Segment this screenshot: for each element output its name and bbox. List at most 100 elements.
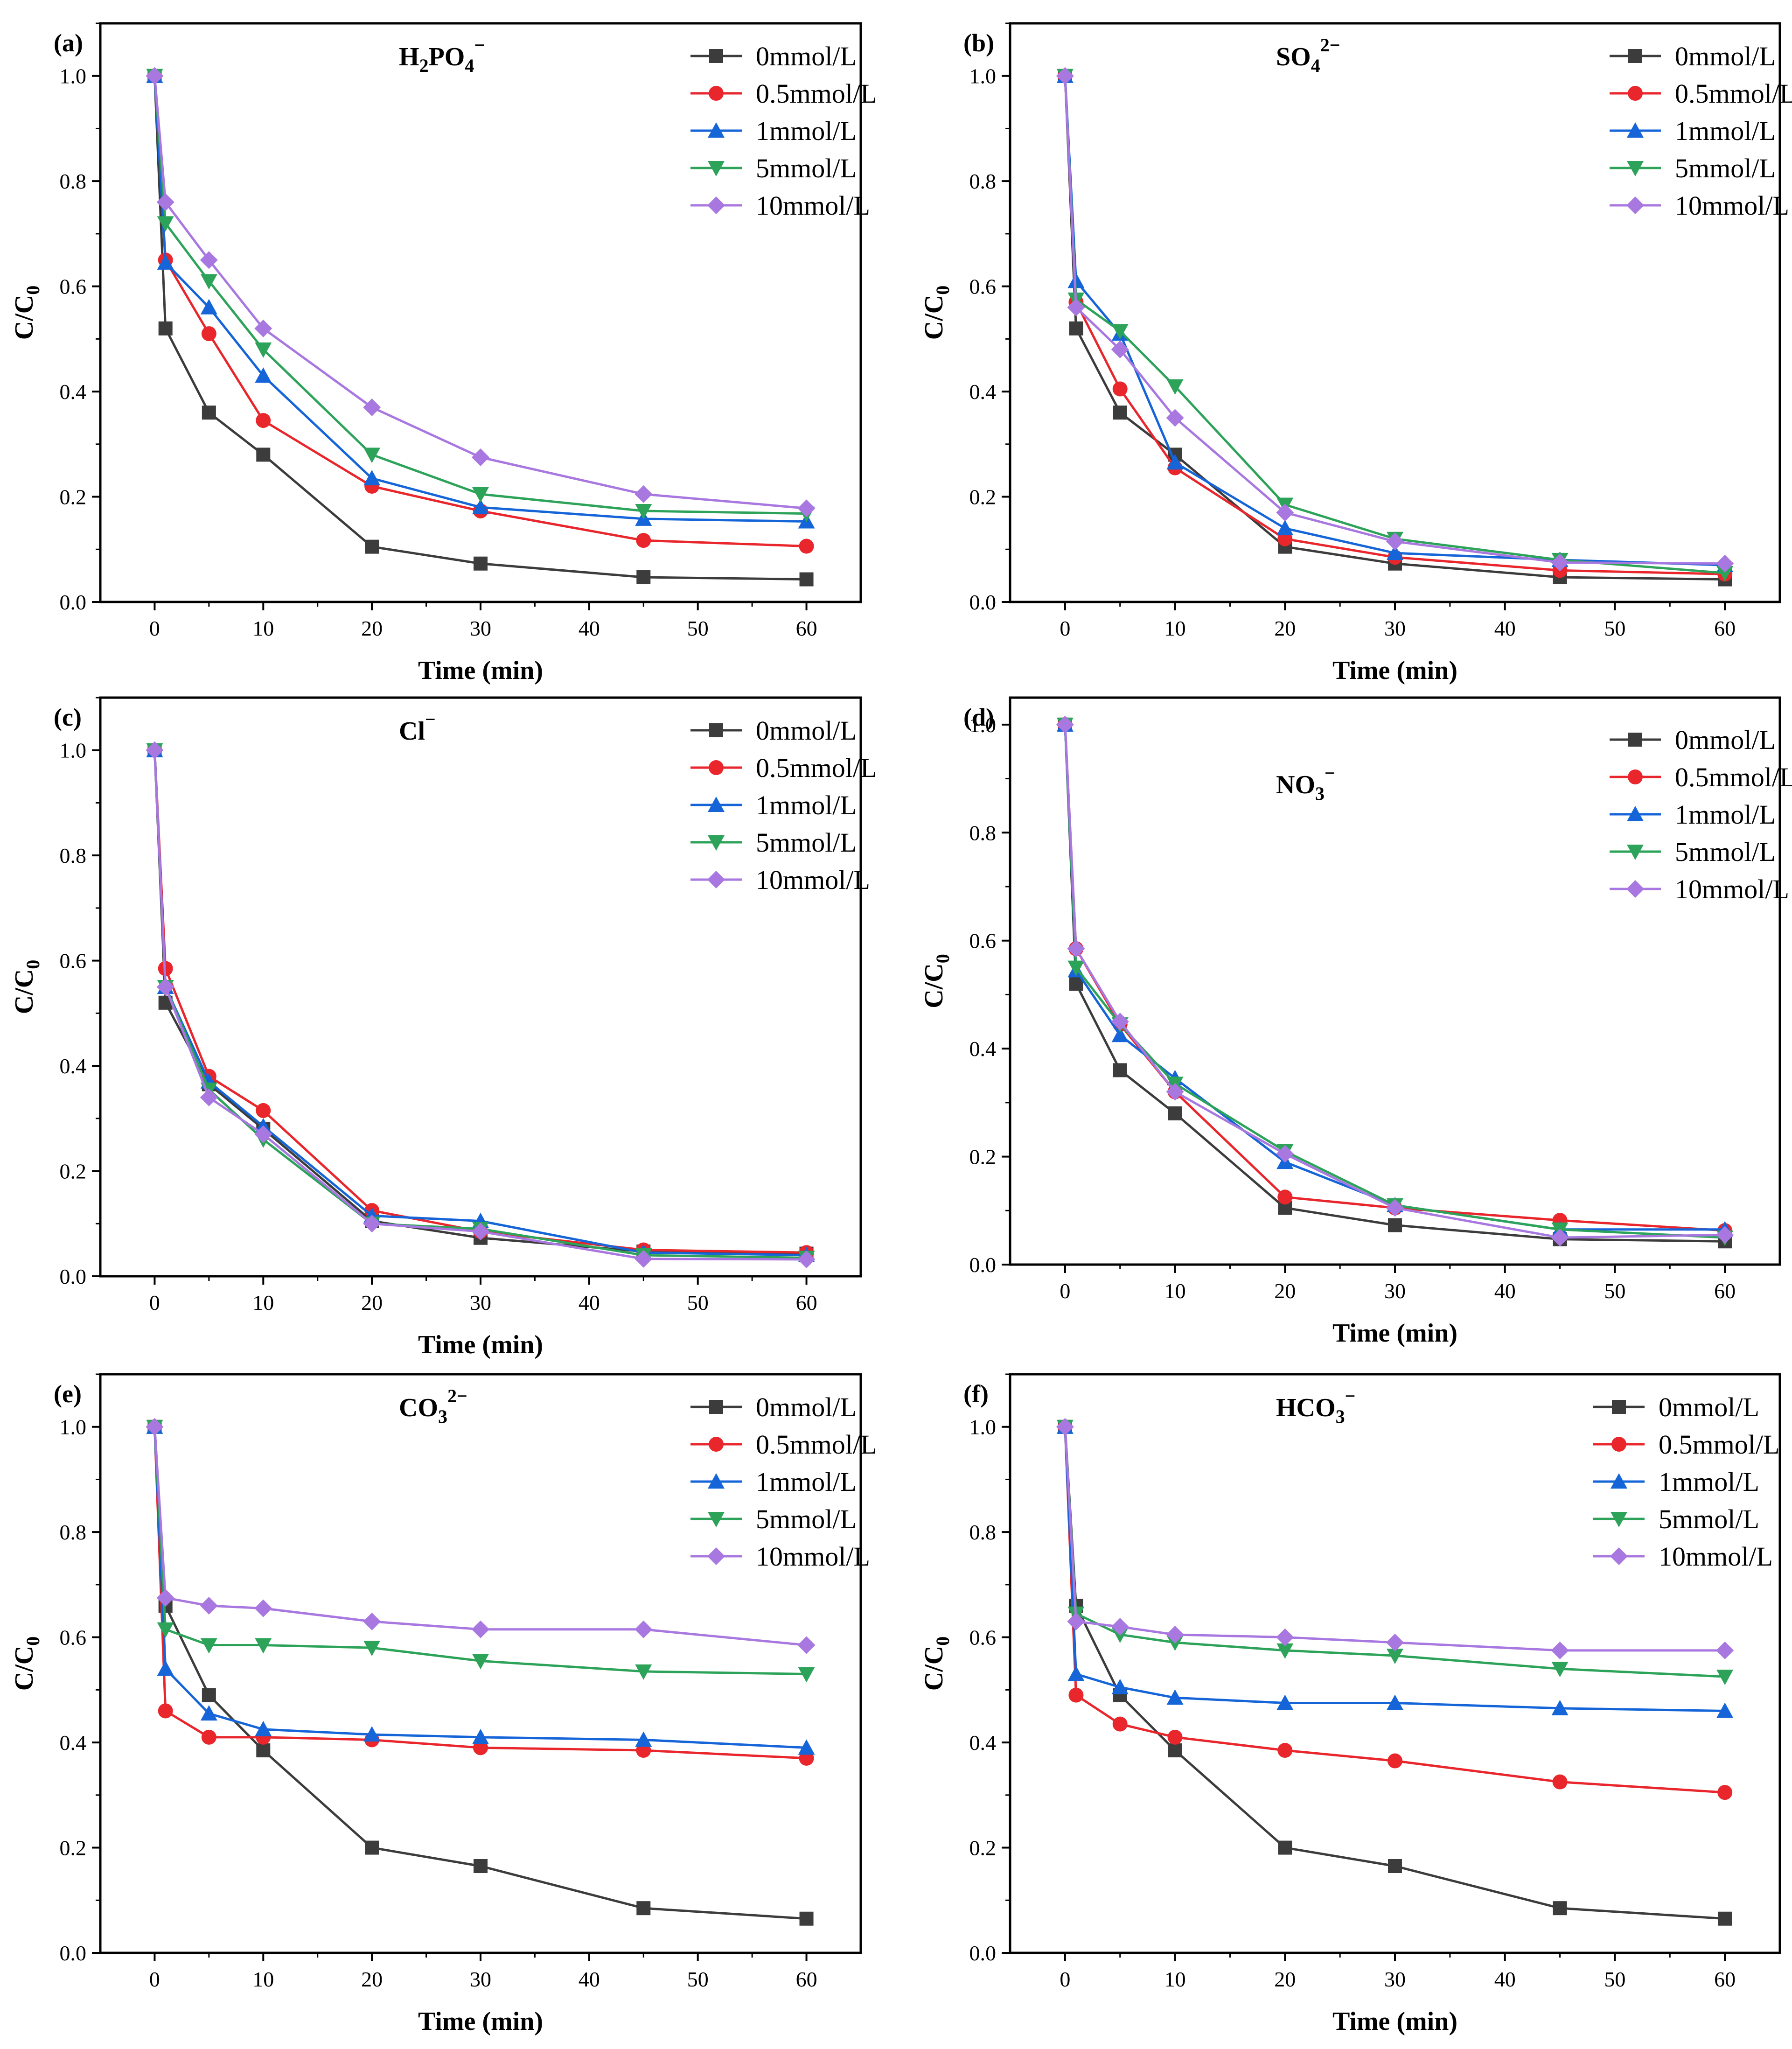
data-point (635, 1620, 653, 1638)
series-line-5mmol-L (153, 76, 807, 515)
y-tick-label: 0.0 (969, 1253, 997, 1277)
x-tick-label: 60 (796, 1291, 817, 1315)
series-line-0-5mmol-L (1064, 1427, 1725, 1794)
legend-marker (708, 122, 725, 138)
data-point (635, 504, 652, 519)
data-point (1552, 1774, 1568, 1790)
y-tick-label: 0.6 (969, 275, 997, 299)
y-tick-label: 1.0 (60, 1415, 87, 1439)
legend-label: 1mmol/L (756, 116, 857, 146)
data-point (1551, 1699, 1569, 1715)
legend-marker (1626, 880, 1644, 898)
legend-marker (707, 871, 725, 888)
data-point (1166, 1083, 1184, 1101)
data-point (157, 1622, 174, 1638)
series-line-10mmol-L (153, 750, 807, 1261)
data-point (146, 67, 164, 85)
legend-marker (709, 49, 723, 63)
legend-marker (1627, 122, 1644, 138)
x-tick-label: 30 (1384, 1279, 1406, 1303)
x-axis-label: Time (min) (1332, 1319, 1457, 1348)
legend-marker (709, 723, 723, 737)
legend-label: 0mmol/L (1659, 1392, 1759, 1422)
data-point (1276, 1145, 1294, 1163)
x-tick-label: 0 (1060, 1279, 1070, 1303)
x-tick-label: 50 (687, 1291, 709, 1315)
y-tick-label: 0.4 (969, 1731, 997, 1755)
data-point (1716, 1641, 1734, 1659)
data-point (1056, 715, 1074, 734)
y-tick-label: 0.2 (969, 485, 997, 509)
legend-marker (708, 1473, 725, 1489)
data-point (254, 319, 272, 337)
data-point (201, 326, 216, 342)
data-point (365, 539, 379, 554)
series-line-0mmol-L (1064, 76, 1725, 581)
data-point (1111, 340, 1129, 358)
data-point (799, 572, 814, 587)
data-point (1387, 1694, 1403, 1710)
data-point (1067, 1612, 1085, 1630)
series-line-5mmol-L (1064, 724, 1725, 1239)
legend-label: 0.5mmol/L (756, 1429, 877, 1460)
data-point (1276, 1694, 1294, 1710)
legend-label: 0.5mmol/L (1675, 762, 1792, 792)
y-tick-label: 0.4 (60, 1054, 87, 1078)
x-tick-label: 10 (1164, 1967, 1186, 1991)
x-tick-label: 50 (687, 616, 709, 640)
legend-label: 5mmol/L (756, 1504, 857, 1534)
legend-label: 0mmol/L (756, 1392, 857, 1422)
legend-label: 1mmol/L (1675, 799, 1776, 830)
data-point (472, 448, 489, 466)
x-tick-label: 40 (1494, 1967, 1516, 1991)
data-point (472, 487, 489, 503)
legend-marker (1627, 161, 1644, 176)
data-point (1388, 1859, 1402, 1873)
data-point (472, 1223, 489, 1241)
data-point (1113, 1063, 1127, 1077)
data-point (1551, 1641, 1569, 1659)
series-line-1mmol-L (153, 1427, 807, 1749)
data-point (255, 342, 272, 358)
data-point (1716, 566, 1734, 581)
data-point (363, 1612, 381, 1630)
data-point (1113, 406, 1127, 420)
legend-label: 5mmol/L (1675, 153, 1776, 183)
data-point (200, 1088, 218, 1106)
data-point (200, 274, 217, 290)
x-tick-label: 50 (1604, 1967, 1625, 1991)
legend-marker (708, 1512, 725, 1527)
data-point (636, 570, 651, 585)
data-point (254, 1125, 272, 1143)
ion-label: NO3− (1276, 762, 1335, 804)
x-tick-label: 0 (149, 1967, 160, 1991)
legend-marker (708, 797, 725, 812)
legend-label: 0mmol/L (1675, 725, 1776, 755)
y-axis-label: C/C0 (920, 286, 953, 340)
legend-marker (707, 1547, 725, 1565)
data-point (200, 1638, 217, 1654)
legend-label: 10mmol/L (1659, 1541, 1773, 1572)
y-axis-label: C/C0 (10, 960, 43, 1014)
data-point (158, 321, 173, 336)
legend-marker (1626, 196, 1644, 214)
legend-marker (709, 86, 724, 101)
series-line-0-5mmol-L (153, 76, 807, 548)
x-tick-label: 60 (1714, 1967, 1736, 1991)
x-tick-label: 30 (1384, 1967, 1406, 1991)
y-tick-label: 0.0 (969, 590, 997, 614)
y-tick-label: 0.6 (969, 1626, 997, 1650)
data-point (256, 413, 271, 428)
data-point (472, 1728, 489, 1744)
y-axis-label: C/C0 (920, 1636, 953, 1691)
data-point (1069, 321, 1083, 336)
data-point (363, 448, 381, 463)
data-point (474, 1859, 488, 1873)
data-point (799, 1911, 814, 1926)
data-point (636, 1901, 651, 1916)
y-tick-label: 0.8 (60, 844, 87, 867)
data-point (1551, 553, 1569, 572)
legend-marker (709, 1400, 723, 1414)
x-tick-label: 60 (1714, 616, 1736, 640)
